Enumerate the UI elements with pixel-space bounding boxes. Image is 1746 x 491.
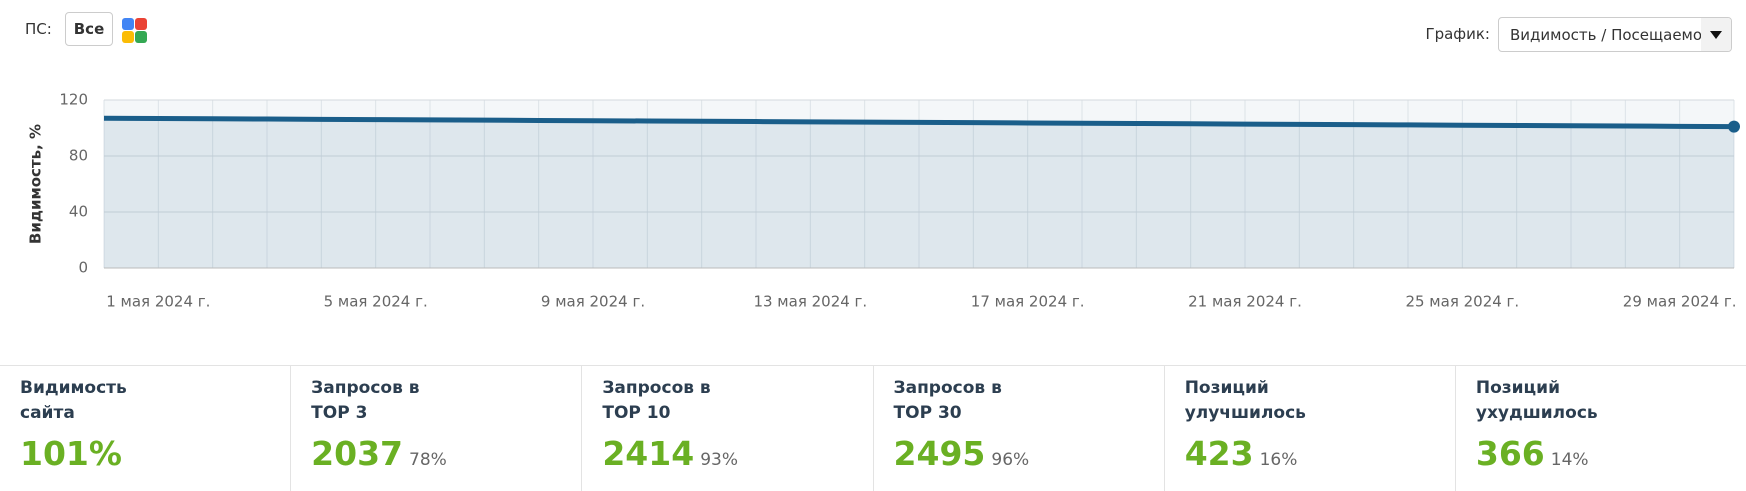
stat-value: 2414 [602,434,695,473]
stat-label-line: ухудшилось [1475,403,1598,423]
stat-label: Запросов в TOP 3 [311,376,581,426]
y-tick-label: 0 [78,259,88,277]
stats: Видимость сайта 101% Запросов в TOP 3 2037 78%… [0,365,1746,491]
x-tick-label: 9 мая 2024 г. [541,293,645,311]
stat-block: Запросов в TOP 3 2037 78% [290,366,581,491]
y-axis-title: Видимость, % [27,124,45,244]
stat-block: Позиций ухудшилось 366 14% [1454,366,1746,491]
stat-block: Запросов в TOP 10 2414 93% [581,366,872,491]
area [104,118,1734,268]
stat-label-line: Позиций [1475,378,1560,398]
stat-label-line: сайта [20,403,75,423]
stat-label-line: TOP 10 [602,403,671,423]
stat-label-line: Запросов в [602,378,711,398]
stat-share: 93% [700,450,738,470]
stat-value: 2037 [311,434,404,473]
stat-value-row: 366 14% [1476,434,1746,473]
stat-share: 96% [991,450,1030,470]
stat-label: Видимость сайта [20,376,290,426]
x-tick-label: 29 мая 2024 г. [1623,293,1737,311]
stat-value-row: 423 16% [1185,434,1455,473]
arrow-icon [1710,31,1722,39]
stat-value-row: 101% [20,434,290,473]
stat-label-line: TOP 30 [893,403,962,423]
stat-block: Запросов в TOP 30 2495 96% [872,366,1164,491]
stat-label: Позиций улучшилось [1185,376,1455,426]
stat-block: Видимость сайта 101% [0,366,290,491]
stat-label: Запросов в TOP 10 [602,376,872,426]
stat-label-line: Видимость [20,378,127,398]
x-tick-label: 5 мая 2024 г. [324,293,428,311]
stat-block: Позиций улучшилось 423 16% [1163,366,1455,491]
x-tick-label: 1 мая 2024 г. [106,293,210,311]
stat-label: Запросов в TOP 30 [894,376,1164,426]
ps-label: ПС: [25,20,52,38]
y-tick-label: 120 [59,91,88,109]
stat-share: 16% [1259,450,1298,470]
y-tick-label: 40 [69,203,88,221]
stat-share: 78% [409,450,447,470]
stat-label-line: Запросов в [311,378,420,398]
graph-select[interactable]: Видимость / Посещаемость [1498,17,1732,52]
stat-share: 14% [1550,450,1589,470]
engine-icon[interactable] [121,16,149,44]
stat-value: 423 [1184,434,1254,473]
stat-value-row: 2037 78% [311,434,581,473]
select-arrow[interactable] [1701,18,1731,51]
y-tick-label: 80 [69,147,88,165]
graph-label: График: [1425,25,1490,43]
stat-value: 2495 [893,434,986,473]
x-tick-label: 13 мая 2024 г. [753,293,867,311]
stat-value-row: 2414 93% [602,434,872,473]
stat-value-row: 2495 96% [894,434,1164,473]
x-tick-label: 21 мая 2024 г. [1188,293,1302,311]
stat-label: Позиций ухудшилось [1476,376,1746,426]
graph-select-text: Видимость / Посещаемость [1510,26,1728,44]
stat-value: 101% [20,434,122,473]
stat-label-line: TOP 3 [311,403,368,423]
stat-value: 366 [1475,434,1545,473]
ps-button[interactable]: Все [65,12,113,46]
line [103,115,1735,130]
end-point [1728,120,1740,133]
stat-label-line: Позиций [1184,378,1269,398]
stat-label-line: улучшилось [1184,403,1306,423]
stat-label-line: Запросов в [893,378,1002,398]
x-tick-label: 17 мая 2024 г. [971,293,1085,311]
x-tick-label: 25 мая 2024 г. [1405,293,1519,311]
chart: Видимость, % 1 мая 2024 г. 5 мая 2024 г. 9… [27,91,1740,311]
